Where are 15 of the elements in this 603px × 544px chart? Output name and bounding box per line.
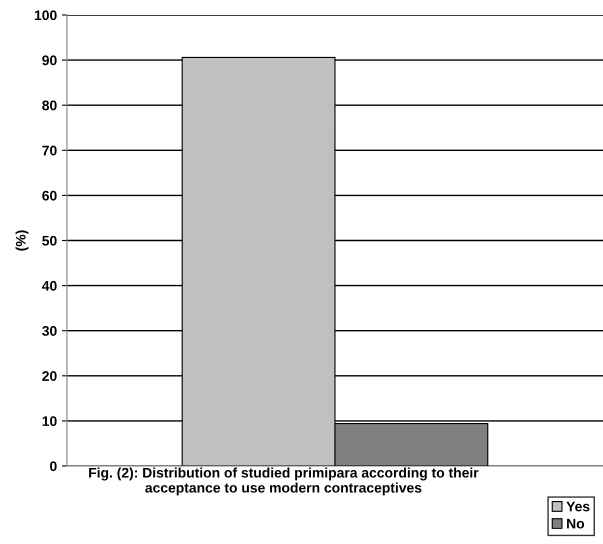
y-tick-label: 90 [42,55,57,66]
y-tick-label: 70 [42,146,57,156]
y-tick-label: 30 [42,326,57,336]
y-axis-title: (%) [16,230,28,251]
y-tick-label: 100 [34,10,57,20]
y-tick-label: 20 [42,371,57,381]
text: Fig. (2): Distribution of studied primipara according to their acceptance to use modern contraceptives [89,467,478,496]
y-tick-label: 80 [42,100,57,110]
legend-label: Yes [566,502,590,512]
y-tick-label: 50 [42,236,57,246]
y-tick-label: 10 [42,416,57,426]
y-tick-label: 60 [42,190,57,201]
y-tick-label: 0 [50,461,57,472]
legend-label: No [567,518,584,529]
y-tick-label: 40 [42,280,57,291]
